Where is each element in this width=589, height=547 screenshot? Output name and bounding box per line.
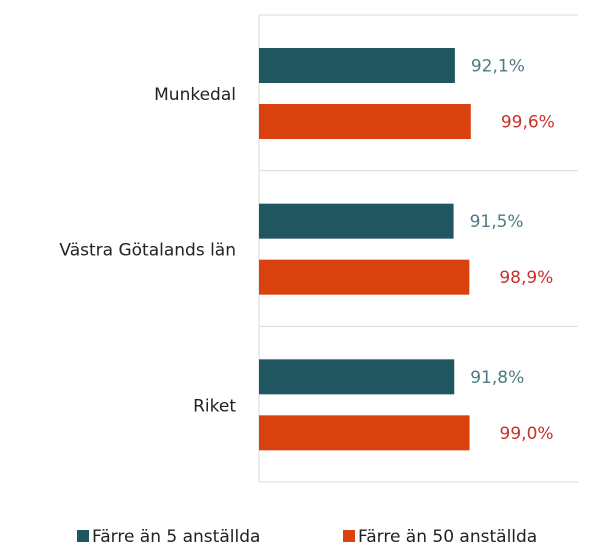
category-label: Riket [193, 396, 236, 416]
bar [259, 203, 454, 239]
value-label: 92,1% [471, 57, 525, 77]
category-label: Västra Götalands län [59, 241, 236, 261]
legend-label: Färre än 50 anställda [358, 527, 537, 547]
bar [259, 104, 471, 139]
value-label: 91,8% [470, 368, 524, 388]
value-label: 99,0% [500, 424, 554, 444]
value-label: 99,6% [501, 113, 555, 133]
bar [259, 359, 455, 395]
value-label: 91,5% [470, 212, 524, 232]
legend-swatch [77, 530, 89, 542]
bar [259, 259, 470, 295]
legend-label: Färre än 5 anställda [92, 527, 260, 547]
value-label: 98,9% [499, 268, 553, 288]
bar [259, 48, 455, 83]
category-label: Munkedal [154, 85, 236, 105]
bar [259, 415, 470, 451]
legend-swatch [343, 530, 355, 542]
